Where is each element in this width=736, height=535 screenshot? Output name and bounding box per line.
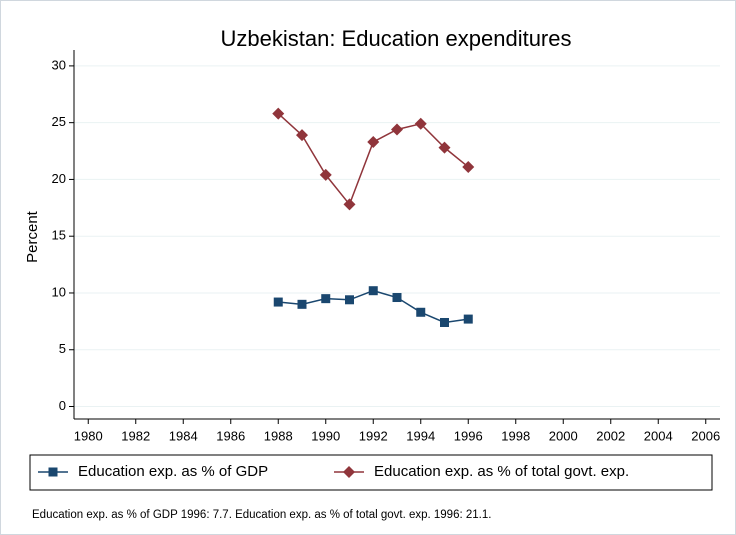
note: Education exp. as % of GDP 1996: 7.7. Ed… (32, 509, 491, 521)
x-tick-label: 1982 (121, 428, 150, 443)
marker (273, 297, 283, 307)
y-tick-label: 30 (52, 57, 66, 72)
marker (414, 117, 427, 130)
x-tick-label: 1984 (169, 428, 198, 443)
x-tick-label: 1986 (216, 428, 245, 443)
marker (345, 295, 354, 305)
marker (296, 129, 308, 142)
x-tick-label: 1998 (501, 428, 530, 443)
y-tick-label: 0 (59, 398, 66, 413)
marker (438, 141, 451, 154)
marker (321, 294, 331, 304)
marker (463, 314, 473, 324)
marker (416, 307, 426, 317)
marker (272, 107, 285, 120)
marker (392, 293, 402, 303)
y-tick-label: 15 (52, 228, 66, 243)
marker (367, 135, 380, 148)
legend-label: Education exp. as % of GDP (78, 463, 268, 480)
x-tick-label: 2004 (644, 428, 673, 443)
legend-marker (48, 467, 58, 477)
marker (462, 160, 475, 173)
x-tick-label: 1994 (406, 428, 435, 443)
marker (319, 168, 332, 181)
chart-title: Uzbekistan: Education expenditures (221, 26, 572, 51)
legend-marker (343, 466, 355, 478)
x-tick-label: 1980 (74, 428, 103, 443)
x-tick-label: 1988 (264, 428, 293, 443)
marker (343, 198, 356, 211)
marker (440, 317, 449, 327)
x-tick-label: 2000 (549, 428, 578, 443)
marker (368, 286, 378, 296)
legend-box (29, 454, 713, 491)
y-axis-label: Percent (24, 210, 41, 263)
x-tick-label: 2006 (691, 428, 720, 443)
y-tick-label: 5 (59, 341, 66, 356)
marker (297, 299, 307, 309)
x-tick-label: 1990 (311, 428, 340, 443)
legend-label: Education exp. as % of total govt. exp. (374, 463, 629, 480)
marker (391, 123, 403, 136)
y-tick-label: 20 (52, 171, 66, 186)
x-tick-label: 1992 (359, 428, 388, 443)
y-tick-label: 25 (52, 114, 66, 129)
y-tick-label: 10 (52, 284, 66, 299)
x-tick-label: 2002 (596, 428, 625, 443)
x-tick-label: 1996 (454, 428, 483, 443)
